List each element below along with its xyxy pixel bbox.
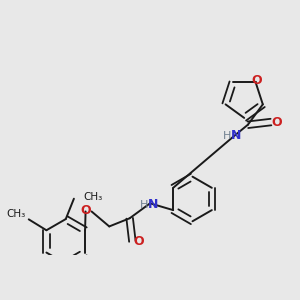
Text: N: N <box>148 198 158 211</box>
Text: H: H <box>140 200 148 210</box>
Text: CH₃: CH₃ <box>7 209 26 219</box>
Text: O: O <box>272 116 282 129</box>
Text: CH₃: CH₃ <box>83 192 103 202</box>
Text: O: O <box>133 235 144 248</box>
Text: N: N <box>230 129 241 142</box>
Text: O: O <box>252 74 262 87</box>
Text: O: O <box>80 204 91 217</box>
Text: H: H <box>223 131 231 141</box>
